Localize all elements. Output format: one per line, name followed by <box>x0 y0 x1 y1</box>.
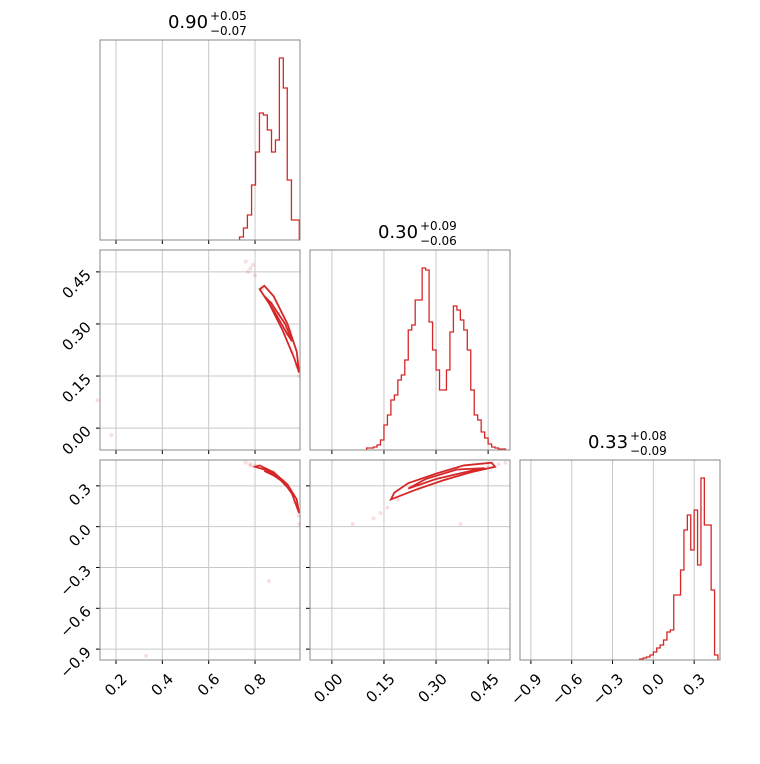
contour <box>251 464 300 514</box>
histogram-bin <box>412 325 415 450</box>
panel-frame <box>309 459 511 661</box>
sample-point <box>266 579 271 584</box>
panel: 0.2 0.4 0.6 0.8 −0.9−0.6−0.3 0.0 0.3 <box>56 459 302 700</box>
title-upper: +0.09 <box>420 219 457 233</box>
histogram-bin <box>394 395 397 450</box>
panel: 0.00 0.15 0.30 0.45 <box>306 459 511 706</box>
y-tick-label: 0.3 <box>65 480 95 510</box>
y-tick-label: 0.00 <box>58 422 94 458</box>
title-value: 0.33 <box>588 432 628 453</box>
contour <box>407 467 485 490</box>
y-tick-label: 0.15 <box>58 370 94 406</box>
histogram-step <box>639 477 719 660</box>
sample-point <box>496 462 501 467</box>
sample-point <box>395 497 400 502</box>
histogram-bin <box>460 320 463 450</box>
sample-point <box>248 266 253 271</box>
panel: 0.30 +0.09−0.06 <box>309 219 511 454</box>
sample-point <box>350 521 355 526</box>
sample-point <box>95 398 100 403</box>
sample-point <box>385 505 390 510</box>
x-tick-label: 0.15 <box>362 670 398 706</box>
histogram-bin <box>677 595 680 660</box>
histogram-bin <box>443 390 446 450</box>
sample-point <box>378 511 383 516</box>
x-tick-label: −0.9 <box>507 670 545 708</box>
panel-title: 0.33 <box>588 432 628 453</box>
sample-point <box>371 516 376 521</box>
sample-point <box>246 269 251 274</box>
title-upper: +0.05 <box>210 9 247 23</box>
contour <box>389 461 497 502</box>
panel-title: 0.90 <box>168 12 208 33</box>
y-tick-label: −0.3 <box>56 562 94 600</box>
sample-point <box>253 273 258 278</box>
title-value: 0.30 <box>378 222 418 243</box>
panel: 0.00 0.15 0.30 0.45 <box>58 249 302 459</box>
histogram-bin <box>419 300 422 450</box>
x-tick-label: 0.0 <box>638 670 668 700</box>
sample-point <box>109 433 114 438</box>
histogram-bin <box>275 140 279 240</box>
title-lower: −0.06 <box>420 234 457 248</box>
contour <box>263 295 293 342</box>
title-lower: −0.09 <box>630 444 667 458</box>
histogram-bin <box>457 310 460 450</box>
panel-frame <box>99 39 301 241</box>
sample-point <box>250 262 255 267</box>
title-lower: −0.07 <box>210 24 247 38</box>
histogram-step <box>365 267 507 450</box>
x-tick-label: 0.30 <box>414 670 450 706</box>
histogram-bin <box>271 152 275 240</box>
y-tick-label: 0.30 <box>58 318 94 354</box>
histogram-bin <box>704 525 707 660</box>
histogram-bin <box>698 565 701 660</box>
panel-frame <box>99 459 301 661</box>
y-tick-label: 0.0 <box>65 521 95 551</box>
title-upper: +0.08 <box>630 429 667 443</box>
sample-point <box>248 462 253 467</box>
x-tick-label: 0.00 <box>310 670 346 706</box>
panel-frame <box>519 459 721 661</box>
title-value: 0.90 <box>168 12 208 33</box>
sample-point <box>243 460 248 465</box>
panel-frame <box>99 249 301 451</box>
contour <box>258 284 300 373</box>
panel: 0.90 +0.05−0.07 <box>99 9 301 244</box>
x-tick-label: 0.4 <box>147 670 177 700</box>
sample-point <box>144 653 149 658</box>
panel: −0.9 −0.6 −0.3 0.0 0.3 0.33 +0.08−0.09 <box>507 429 721 709</box>
y-tick-label: 0.45 <box>58 266 94 302</box>
histogram-bin <box>691 550 694 660</box>
panel-title: 0.30 <box>378 222 418 243</box>
x-tick-label: 0.8 <box>240 670 270 700</box>
sample-point <box>243 259 248 264</box>
contour <box>263 470 291 491</box>
x-tick-label: 0.3 <box>679 670 709 700</box>
sample-point <box>248 463 253 468</box>
histogram-bin <box>440 390 443 450</box>
histogram-bin <box>670 630 673 660</box>
sample-point <box>458 521 463 526</box>
histogram-bin <box>291 220 295 240</box>
y-tick-label: −0.6 <box>56 602 94 640</box>
x-tick-label: −0.6 <box>548 670 586 708</box>
histogram-step <box>238 57 300 240</box>
histogram-bin <box>263 115 267 240</box>
x-tick-label: 0.2 <box>101 670 131 700</box>
x-tick-label: −0.3 <box>589 670 627 708</box>
panel-frame <box>309 249 511 451</box>
x-tick-label: 0.45 <box>467 670 503 706</box>
y-tick-label: −0.9 <box>56 643 94 681</box>
histogram-bin <box>401 375 404 450</box>
sample-point <box>503 460 508 465</box>
x-tick-label: 0.6 <box>194 670 224 700</box>
